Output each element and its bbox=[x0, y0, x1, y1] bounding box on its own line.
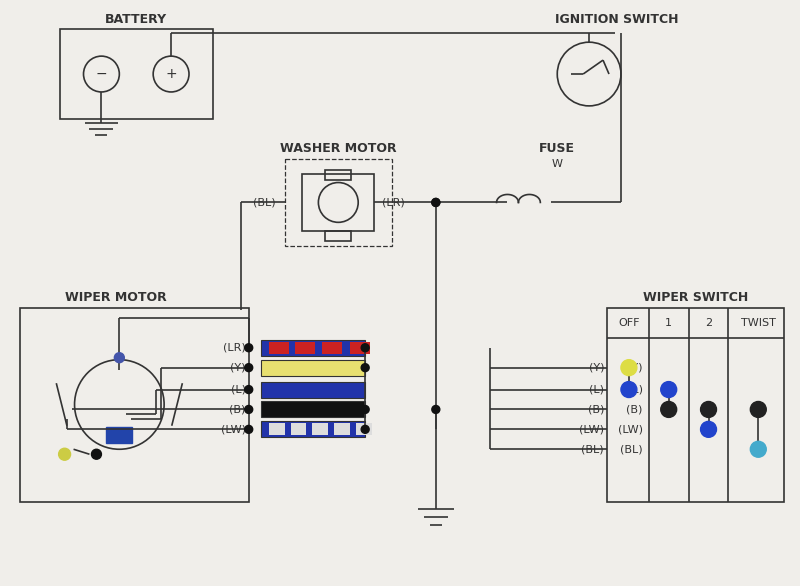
Circle shape bbox=[91, 449, 102, 459]
Bar bbox=[326, 169, 351, 179]
Circle shape bbox=[245, 386, 253, 394]
Circle shape bbox=[701, 401, 717, 417]
Text: FUSE: FUSE bbox=[539, 142, 575, 155]
Text: WIPER MOTOR: WIPER MOTOR bbox=[66, 291, 167, 305]
Bar bbox=[261, 421, 365, 437]
Circle shape bbox=[361, 364, 369, 372]
Circle shape bbox=[432, 406, 440, 414]
Text: 1: 1 bbox=[666, 318, 672, 328]
Text: −: − bbox=[96, 67, 107, 81]
Text: WASHER MOTOR: WASHER MOTOR bbox=[280, 142, 397, 155]
Bar bbox=[261, 401, 365, 417]
Text: (B): (B) bbox=[626, 404, 643, 414]
Text: (Y): (Y) bbox=[589, 363, 604, 373]
Text: (L): (L) bbox=[589, 384, 604, 394]
Circle shape bbox=[621, 360, 637, 376]
Text: IGNITION SWITCH: IGNITION SWITCH bbox=[555, 13, 678, 26]
Circle shape bbox=[245, 406, 253, 414]
Circle shape bbox=[661, 401, 677, 417]
Bar bbox=[322, 342, 342, 354]
Bar bbox=[269, 423, 285, 435]
Text: (Y): (Y) bbox=[627, 363, 643, 373]
Bar bbox=[290, 423, 306, 435]
Bar bbox=[302, 173, 374, 231]
Circle shape bbox=[245, 425, 253, 433]
Bar bbox=[269, 342, 289, 354]
Text: (B): (B) bbox=[230, 404, 246, 414]
Bar bbox=[261, 360, 365, 376]
Text: (LR): (LR) bbox=[223, 343, 246, 353]
Bar bbox=[261, 381, 365, 397]
Circle shape bbox=[114, 353, 124, 363]
Bar bbox=[326, 231, 351, 241]
Bar bbox=[607, 308, 784, 502]
Text: (LR): (LR) bbox=[382, 197, 405, 207]
Circle shape bbox=[361, 406, 369, 414]
Circle shape bbox=[432, 199, 440, 206]
Circle shape bbox=[701, 421, 717, 437]
Circle shape bbox=[621, 381, 637, 397]
Text: 2: 2 bbox=[705, 318, 712, 328]
Circle shape bbox=[58, 448, 70, 460]
Bar bbox=[285, 159, 392, 246]
Text: (BL): (BL) bbox=[582, 444, 604, 454]
Circle shape bbox=[750, 401, 766, 417]
Bar bbox=[356, 423, 372, 435]
Circle shape bbox=[750, 441, 766, 457]
Text: (L): (L) bbox=[628, 384, 643, 394]
Text: OFF: OFF bbox=[618, 318, 640, 328]
Text: (LW): (LW) bbox=[579, 424, 604, 434]
Text: (LW): (LW) bbox=[221, 424, 246, 434]
Bar bbox=[60, 29, 213, 119]
Bar bbox=[350, 342, 370, 354]
Text: (LW): (LW) bbox=[618, 424, 643, 434]
Text: +: + bbox=[166, 67, 177, 81]
Text: WIPER SWITCH: WIPER SWITCH bbox=[643, 291, 748, 305]
Text: BATTERY: BATTERY bbox=[105, 13, 167, 26]
Bar bbox=[20, 308, 249, 502]
Bar bbox=[295, 342, 315, 354]
Circle shape bbox=[432, 199, 440, 206]
Circle shape bbox=[245, 364, 253, 372]
Text: (BL): (BL) bbox=[620, 444, 643, 454]
Circle shape bbox=[661, 381, 677, 397]
Text: (BL): (BL) bbox=[253, 197, 275, 207]
Text: (B): (B) bbox=[588, 404, 604, 414]
Circle shape bbox=[361, 344, 369, 352]
Bar bbox=[261, 340, 365, 356]
Bar bbox=[334, 423, 350, 435]
Text: TWIST: TWIST bbox=[741, 318, 776, 328]
Text: (L): (L) bbox=[230, 384, 246, 394]
Text: W: W bbox=[552, 159, 562, 169]
Circle shape bbox=[245, 344, 253, 352]
Bar bbox=[313, 423, 328, 435]
Bar bbox=[106, 427, 132, 443]
Circle shape bbox=[361, 425, 369, 433]
Text: (Y): (Y) bbox=[230, 363, 246, 373]
